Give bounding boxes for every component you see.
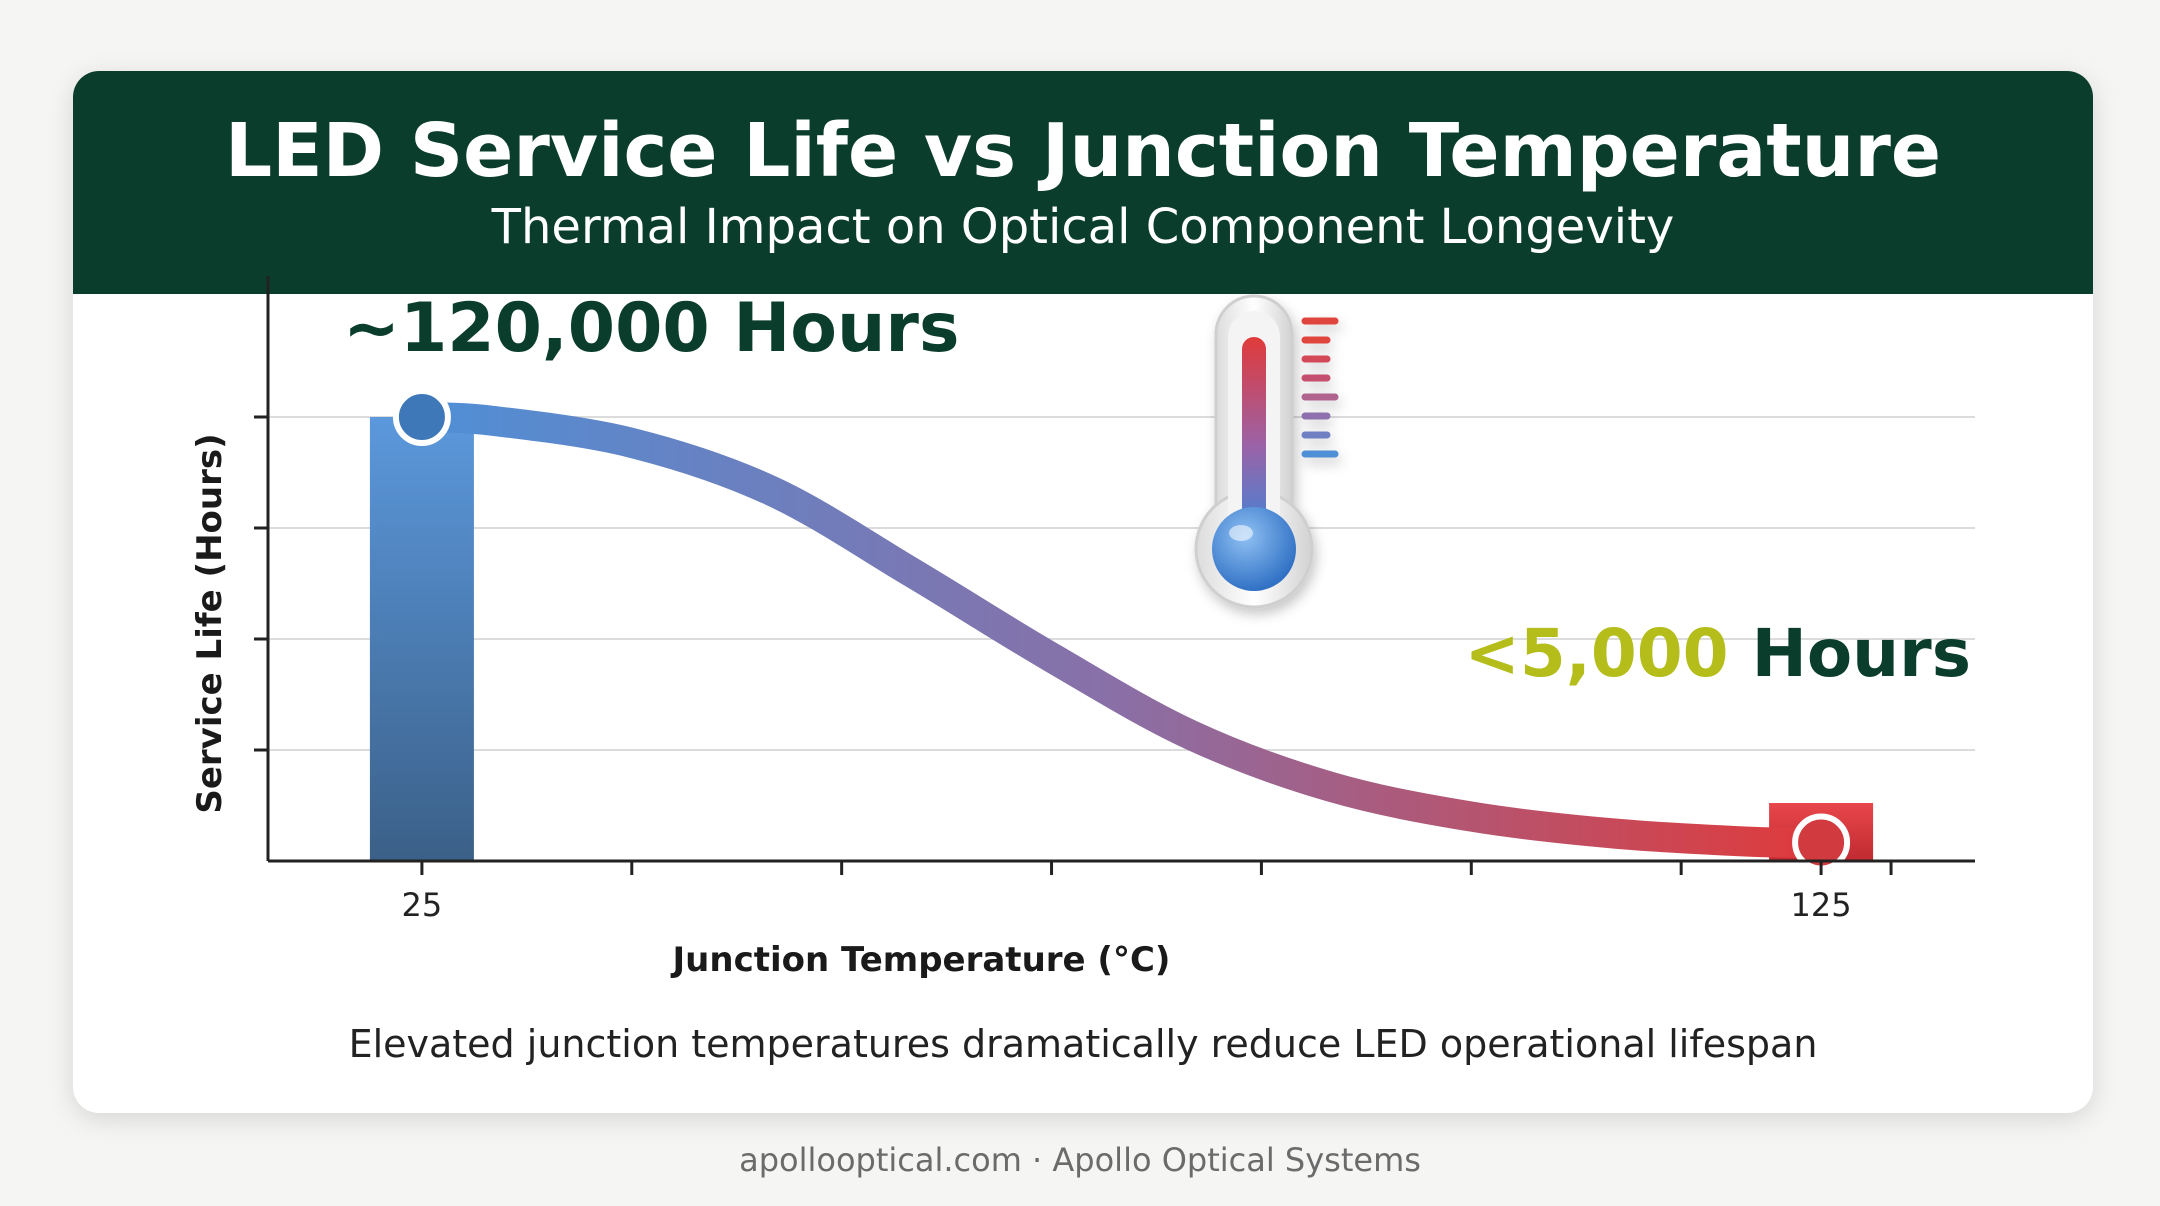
x-axis-label: Junction Temperature (°C)	[671, 940, 1171, 980]
service-life-chart: 25 125 Junction Temperature (°C) Service Li…	[190, 276, 1975, 980]
annotation-low-unit: Hours	[1729, 615, 1971, 692]
annotation-low-life: <5,000 Hours	[1465, 615, 1971, 692]
life-curve	[406, 402, 1837, 858]
thermometer-icon	[1194, 294, 1339, 609]
annotation-low-value: <5,000	[1465, 615, 1729, 692]
y-axis-label: Service Life (Hours)	[190, 433, 230, 813]
chart-header: LED Service Life vs Junction Temperature…	[73, 71, 2093, 294]
bar-25c	[369, 417, 474, 861]
chart-subtitle: Thermal Impact on Optical Component Long…	[491, 199, 1675, 255]
x-tick-label: 125	[1791, 886, 1852, 924]
annotation-high-life: ~120,000 Hours	[343, 289, 959, 368]
x-tick-label: 25	[402, 886, 443, 924]
chart-caption: Elevated junction temperatures dramatica…	[348, 1022, 1818, 1066]
chart-card: LED Service Life vs Junction Temperature…	[73, 71, 2093, 1113]
point-25c	[392, 388, 451, 446]
chart-title: LED Service Life vs Junction Temperature	[224, 108, 1942, 194]
footer-credit: apollooptical.com · Apollo Optical Syste…	[739, 1141, 1421, 1179]
